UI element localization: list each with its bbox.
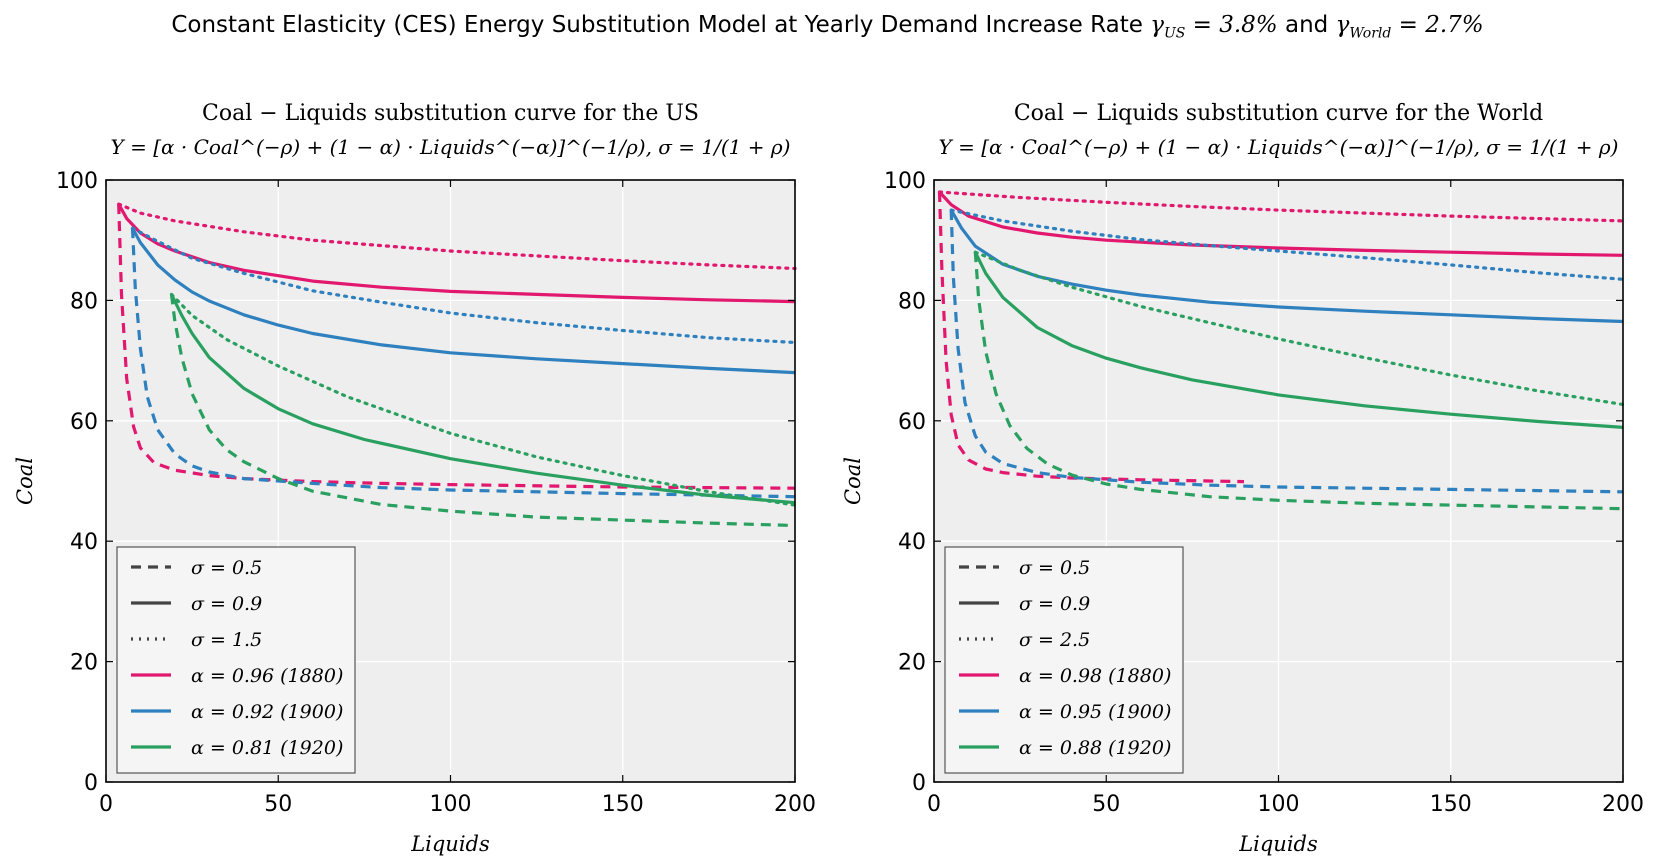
x-axis-label: Liquids — [410, 832, 490, 856]
chart-title-line2: Y = [α · Coal^(−ρ) + (1 − α) · Liquids^(… — [111, 135, 791, 159]
chart-title-line2: Y = [α · Coal^(−ρ) + (1 − α) · Liquids^(… — [939, 135, 1619, 159]
legend-label: σ = 0.9 — [1019, 593, 1090, 615]
x-axis-label: Liquids — [1238, 832, 1318, 856]
series-line-blue-sigma-0.5 — [130, 228, 796, 499]
x-tick-label: 50 — [1092, 792, 1120, 817]
chart-title-line1: Coal − Liquids substitution curve for th… — [1014, 101, 1543, 126]
chart-world: Coal − Liquids substitution curve for th… — [841, 101, 1644, 856]
legend-box — [116, 546, 356, 774]
figure-title: Constant Elasticity (CES) Energy Substit… — [0, 12, 1655, 42]
gamma-us-value: 3.8% — [1219, 12, 1278, 38]
y-tick-label: 100 — [884, 169, 926, 194]
legend-label: α = 0.81 (1920) — [191, 737, 343, 759]
y-tick-label: 40 — [898, 530, 926, 555]
x-tick-label: 100 — [1258, 792, 1300, 817]
figure-title-connector: and — [1277, 12, 1336, 38]
legend-label: σ = 0.5 — [1019, 557, 1090, 579]
series-line-green-sigma-2.5 — [973, 250, 1625, 407]
x-tick-label: 150 — [602, 792, 644, 817]
legend: σ = 0.5 σ = 0.9 σ = 1.5 α = 0.96 (1880) α = … — [116, 546, 356, 774]
series-line-blue-sigma-2.5 — [949, 208, 1625, 281]
legend-label: σ = 1.5 — [191, 629, 262, 651]
legend: σ = 0.5 σ = 0.9 σ = 2.5 α = 0.98 (1880) α = … — [944, 546, 1184, 774]
y-tick-label: 60 — [70, 410, 98, 435]
figure-title-prefix: Constant Elasticity (CES) Energy Substit… — [171, 12, 1151, 38]
series-line-blue-sigma-0.9 — [131, 227, 796, 375]
x-tick-label: 200 — [774, 792, 816, 817]
legend-label: α = 0.88 (1920) — [1019, 737, 1171, 759]
legend-label: α = 0.96 (1880) — [191, 665, 343, 687]
series-line-green-sigma-0.5 — [169, 294, 796, 528]
legend-label: α = 0.95 (1900) — [1019, 701, 1171, 723]
y-tick-label: 0 — [912, 771, 926, 796]
y-tick-label: 100 — [56, 169, 98, 194]
y-tick-label: 20 — [70, 651, 98, 676]
series-line-blue-sigma-0.9 — [949, 209, 1624, 324]
series-line-green-sigma-0.5 — [973, 252, 1624, 511]
y-tick-label: 0 — [84, 771, 98, 796]
series-line-blue-sigma-0.5 — [949, 210, 1624, 494]
chart-us: Coal − Liquids substitution curve for th… — [13, 101, 816, 856]
chart-title-line1: Coal − Liquids substitution curve for th… — [202, 101, 699, 126]
y-tick-label: 20 — [898, 651, 926, 676]
x-tick-label: 50 — [264, 792, 292, 817]
x-tick-label: 150 — [1430, 792, 1472, 817]
legend-label: α = 0.98 (1880) — [1019, 665, 1171, 687]
legend-label: σ = 2.5 — [1019, 629, 1090, 651]
y-tick-label: 60 — [898, 410, 926, 435]
series-line-magenta-sigma-0.5 — [937, 191, 1245, 484]
series-line-green-sigma-1.5 — [169, 292, 797, 507]
series-line-green-sigma-0.9 — [973, 251, 1624, 429]
legend-label: σ = 0.9 — [191, 593, 262, 615]
y-tick-label: 80 — [898, 289, 926, 314]
series-line-magenta-sigma-2.5 — [937, 190, 1625, 223]
series-line-magenta-sigma-1.5 — [117, 202, 797, 271]
y-tick-label: 40 — [70, 530, 98, 555]
series-line-magenta-sigma-0.5 — [117, 204, 796, 490]
series-line-magenta-sigma-0.9 — [938, 190, 1624, 257]
gamma-world-value: 2.7% — [1425, 12, 1484, 38]
y-tick-label: 80 — [70, 289, 98, 314]
gamma-world-label: γWorld = — [1335, 12, 1426, 42]
gamma-us-label: γUS = — [1150, 12, 1220, 42]
legend-label: σ = 0.5 — [191, 557, 262, 579]
y-axis-label: Coal — [841, 457, 865, 505]
x-tick-label: 0 — [99, 792, 113, 817]
x-tick-label: 100 — [430, 792, 472, 817]
legend-label: α = 0.92 (1900) — [191, 701, 343, 723]
legend-box — [944, 546, 1184, 774]
series-line-green-sigma-0.9 — [170, 293, 796, 505]
series-line-magenta-sigma-0.9 — [117, 203, 796, 304]
y-axis-label: Coal — [13, 457, 37, 505]
x-tick-label: 0 — [927, 792, 941, 817]
x-tick-label: 200 — [1602, 792, 1644, 817]
